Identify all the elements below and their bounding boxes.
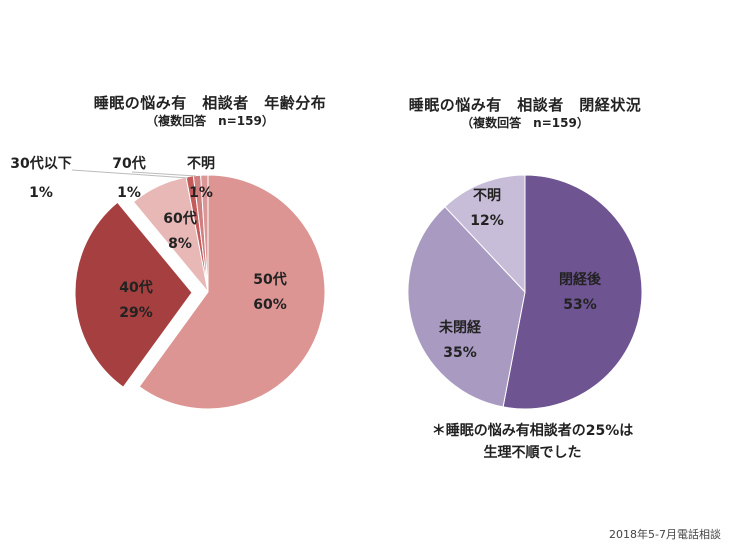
label-30s-under-value: 1%: [29, 185, 53, 201]
source-note: 2018年5-7月電話相談: [609, 528, 721, 541]
label-unknown-menopause-value: 12%: [470, 213, 504, 229]
label-50s-value: 60%: [253, 297, 287, 313]
pie-slice-unknown-menopause: [444, 174, 526, 294]
leader-line-30s-under: [71, 169, 189, 179]
label-unknown-menopause: 不明 12%: [462, 184, 512, 234]
label-50s: 50代 60%: [245, 268, 295, 318]
label-unknown-age-name: 不明: [187, 156, 215, 172]
label-postmenopause: 閉経後 53%: [550, 268, 610, 318]
label-40s-value: 29%: [119, 305, 153, 321]
pie-slice-unknown-age: [200, 174, 209, 293]
label-60s-name: 60代: [163, 211, 197, 227]
label-unknown-age: 不明 1%: [176, 152, 226, 206]
label-premenopause: 未閉経 35%: [430, 316, 490, 366]
label-postmenopause-value: 53%: [563, 297, 597, 313]
label-40s: 40代 29%: [111, 276, 161, 326]
label-70s-name: 70代: [112, 156, 146, 172]
label-30s-under: 30代以下 1%: [3, 152, 79, 206]
pie-slice-50s: [138, 174, 326, 410]
footnote: ＊睡眠の悩み有相談者の25%は 生理不順でした: [400, 420, 665, 464]
label-postmenopause-name: 閉経後: [559, 272, 601, 288]
chart-subtitle-age: （複数回答 n=159）: [146, 114, 274, 128]
chart-title-age: 睡眠の悩み有 相談者 年齢分布: [93, 94, 327, 112]
label-60s: 60代 8%: [155, 207, 205, 257]
label-60s-value: 8%: [168, 236, 192, 252]
label-premenopause-name: 未閉経: [439, 320, 481, 336]
leader-line-70s: [131, 171, 197, 177]
pie-slice-40s: [74, 201, 193, 388]
label-70s: 70代 1%: [104, 152, 154, 206]
label-30s-under-name: 30代以下: [10, 156, 72, 172]
label-unknown-age-value: 1%: [189, 185, 213, 201]
label-40s-name: 40代: [119, 280, 153, 296]
label-50s-name: 50代: [253, 272, 287, 288]
chart-title-menopause: 睡眠の悩み有 相談者 閉経状況: [408, 96, 642, 114]
footnote-line-1: ＊睡眠の悩み有相談者の25%は: [431, 423, 634, 439]
footnote-line-2: 生理不順でした: [483, 445, 582, 461]
pie-slice-premenopause: [407, 206, 526, 408]
label-premenopause-value: 35%: [443, 345, 477, 361]
chart-subtitle-menopause: （複数回答 n=159）: [461, 116, 589, 130]
label-unknown-menopause-name: 不明: [473, 188, 501, 204]
pie-slice-postmenopause: [502, 174, 643, 410]
label-70s-value: 1%: [117, 185, 141, 201]
